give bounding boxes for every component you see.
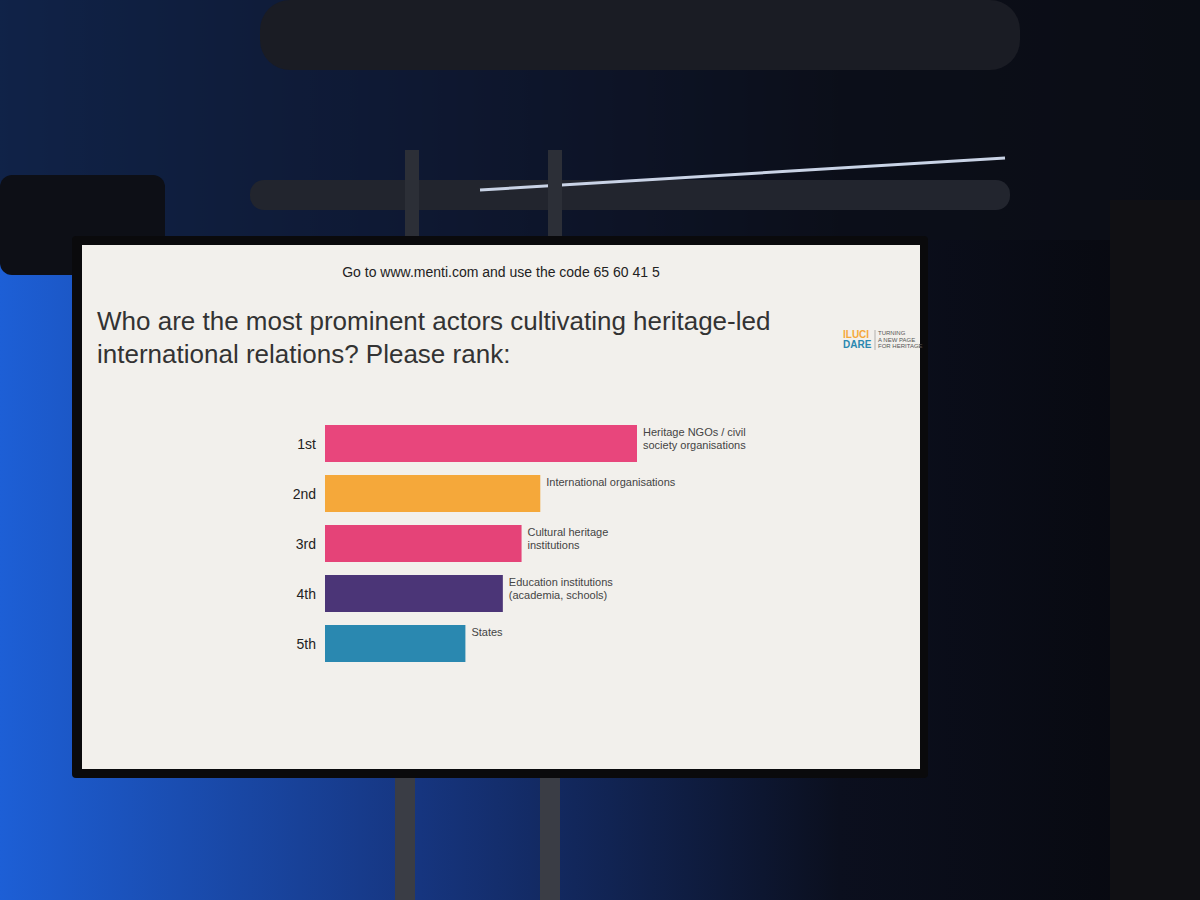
screen-bezel — [72, 236, 928, 778]
logo-tagline: TURNING — [878, 330, 906, 336]
rank-label: 3rd — [296, 536, 316, 552]
screen — [82, 245, 920, 769]
ceiling — [0, 0, 1200, 240]
pole — [405, 150, 419, 245]
logo-mark: DARE — [843, 339, 872, 350]
bars — [325, 425, 637, 662]
pipe — [260, 0, 1020, 70]
category-label: States — [471, 626, 503, 638]
text-line: (academia, schools) — [509, 589, 607, 601]
pole — [540, 770, 560, 900]
rank-label: 4th — [297, 586, 316, 602]
pipe — [250, 180, 1010, 210]
text-line: States — [471, 626, 503, 638]
stage: Go to www.menti.com and use the code 65 … — [0, 0, 1200, 900]
logo: ILUCIDARETURNINGA NEW PAGEFOR HERITAGE — [843, 329, 923, 350]
category-label: Education institutions(academia, schools… — [509, 576, 613, 601]
text-line: International organisations — [546, 476, 676, 488]
rank-label: 2nd — [293, 486, 316, 502]
bar — [325, 425, 637, 462]
text-line: Who are the most prominent actors cultiv… — [97, 306, 770, 336]
title: Who are the most prominent actors cultiv… — [97, 306, 770, 369]
text-line: international relations? Please rank: — [97, 339, 510, 369]
category-label: International organisations — [546, 476, 676, 488]
text-line: institutions — [528, 539, 580, 551]
category-label: Heritage NGOs / civilsociety organisatio… — [643, 426, 746, 451]
category-label: Cultural heritageinstitutions — [528, 526, 609, 551]
labels: 1st Heritage NGOs / civilsociety organisa… — [293, 426, 747, 652]
pole — [548, 150, 562, 245]
logo-tagline: A NEW PAGE — [878, 337, 915, 343]
bar — [325, 625, 465, 662]
bar — [325, 475, 540, 512]
text-line: Education institutions — [509, 576, 613, 588]
text-line: Heritage NGOs / civil — [643, 426, 746, 438]
pole — [395, 770, 415, 900]
rank-label: 5th — [297, 636, 316, 652]
text-line: society organisations — [643, 439, 746, 451]
wall — [1110, 200, 1200, 900]
instruction: Go to www.menti.com and use the code 65 … — [342, 264, 660, 280]
bar — [325, 525, 522, 562]
text-line: Cultural heritage — [528, 526, 609, 538]
background — [0, 0, 1200, 900]
bar — [325, 575, 503, 612]
logo-tagline: FOR HERITAGE — [878, 343, 923, 349]
rank-label: 1st — [297, 436, 316, 452]
logo-divider — [875, 330, 876, 350]
